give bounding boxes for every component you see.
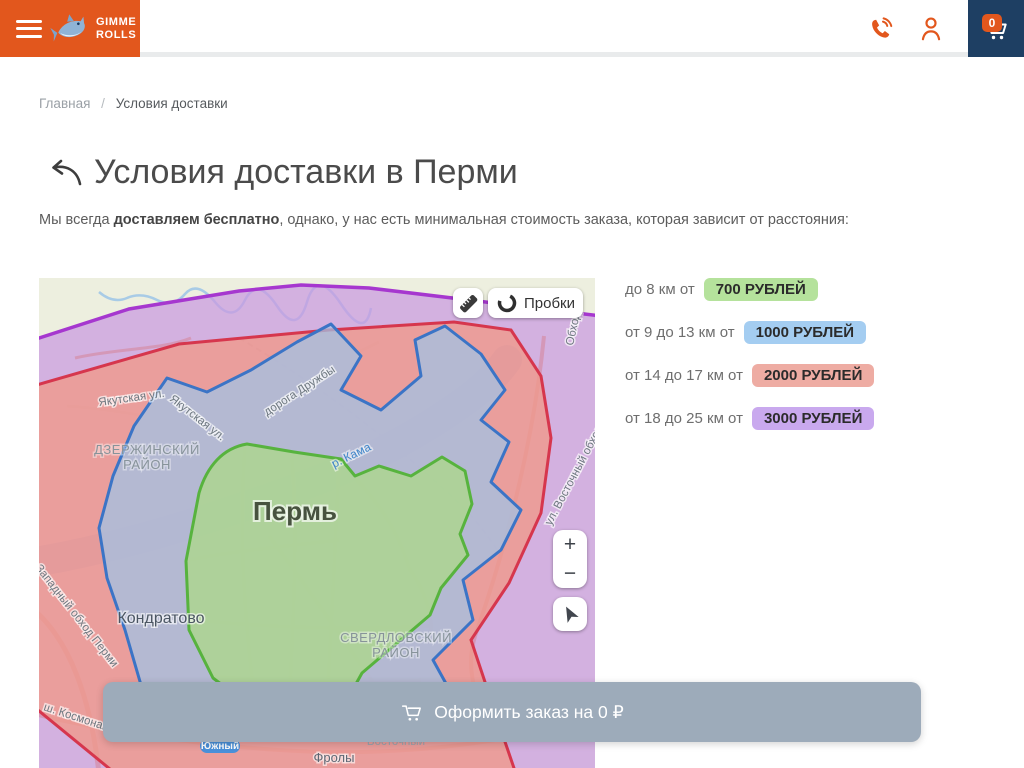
tier-price-badge: 700 РУБЛЕЙ bbox=[703, 277, 818, 301]
header-actions: 0 bbox=[868, 0, 1024, 57]
phone-button[interactable] bbox=[868, 16, 894, 42]
shark-logo-icon bbox=[50, 13, 85, 42]
brand-block[interactable]: GIMME ROLLS bbox=[0, 0, 140, 57]
zoom-in-button[interactable]: + bbox=[563, 533, 577, 556]
back-arrow-icon[interactable] bbox=[44, 157, 84, 189]
checkout-cart-icon bbox=[402, 705, 422, 721]
zoom-out-button[interactable]: − bbox=[563, 562, 577, 585]
geolocation-button[interactable] bbox=[553, 597, 587, 631]
intro-text: Мы всегда доставляем бесплатно, однако, … bbox=[39, 212, 849, 228]
breadcrumb-current: Условия доставки bbox=[115, 96, 228, 111]
geolocation-arrow-icon bbox=[566, 606, 579, 623]
tier-range: от 14 до 17 км от bbox=[625, 366, 743, 384]
tier-range: до 8 км от bbox=[625, 280, 695, 298]
user-icon bbox=[921, 16, 941, 40]
account-button[interactable] bbox=[918, 16, 944, 42]
tier-price-badge: 3000 РУБЛЕЙ bbox=[751, 406, 875, 430]
checkout-button-label: Оформить заказ на 0 ₽ bbox=[434, 701, 624, 722]
breadcrumb-home-link[interactable]: Главная bbox=[39, 96, 91, 111]
cart-count-badge: 0 bbox=[982, 14, 1002, 32]
cart-button[interactable]: 0 bbox=[968, 0, 1024, 57]
map-label-town: Кондратово bbox=[117, 610, 204, 627]
checkout-button[interactable]: Оформить заказ на 0 ₽ bbox=[103, 682, 921, 742]
title-row: Условия доставки в Перми bbox=[44, 153, 1024, 192]
delivery-zones-map[interactable]: Якутская ул. Якутская ул. дорога Дружбы … bbox=[39, 278, 595, 768]
map-label-city: Пермь bbox=[253, 496, 337, 526]
breadcrumb: Главная / Условия доставки bbox=[39, 96, 1024, 111]
tier-row: от 14 до 17 км от 2000 РУБЛЕЙ bbox=[625, 363, 875, 387]
tier-row: от 18 до 25 км от 3000 РУБЛЕЙ bbox=[625, 406, 875, 430]
tier-row: от 9 до 13 км от 1000 РУБЛЕЙ bbox=[625, 320, 874, 344]
map-label-district: РАЙОН bbox=[123, 457, 171, 472]
map-label-pill-bg bbox=[200, 739, 240, 753]
map-label-district: СВЕРДЛОВСКИЙ bbox=[340, 630, 452, 645]
tier-row: до 8 км от 700 РУБЛЕЙ bbox=[625, 277, 874, 301]
map-label-district: ДЗЕРЖИНСКИЙ bbox=[94, 442, 200, 457]
page-title: Условия доставки в Перми bbox=[94, 153, 518, 191]
phone-icon bbox=[872, 16, 893, 38]
map-zoom-control: + − bbox=[553, 530, 587, 588]
map-canvas: Якутская ул. Якутская ул. дорога Дружбы … bbox=[39, 278, 595, 768]
tier-range: от 18 до 25 км от bbox=[625, 409, 743, 427]
tier-range: от 9 до 13 км от bbox=[625, 323, 735, 341]
hamburger-menu-icon[interactable] bbox=[16, 19, 42, 38]
traffic-icon bbox=[497, 293, 517, 313]
traffic-toggle-button[interactable]: Пробки bbox=[488, 288, 583, 318]
header: GIMME ROLLS 0 bbox=[0, 0, 1024, 57]
map-label-district: РАЙОН bbox=[372, 645, 420, 660]
delivery-tier-list: до 8 км от 700 РУБЛЕЙ от 9 до 13 км от 1… bbox=[625, 277, 875, 449]
tier-price-badge: 1000 РУБЛЕЙ bbox=[743, 320, 867, 344]
map-label-settlement: Южный bbox=[201, 741, 239, 752]
ruler-tool-button[interactable] bbox=[453, 288, 483, 318]
brand-name: GIMME ROLLS bbox=[96, 15, 137, 41]
breadcrumb-separator: / bbox=[101, 96, 105, 111]
traffic-button-label: Пробки bbox=[524, 294, 575, 312]
ruler-icon bbox=[459, 294, 477, 312]
map-label-village: Фролы bbox=[314, 750, 355, 765]
tier-price-badge: 2000 РУБЛЕЙ bbox=[751, 363, 875, 387]
